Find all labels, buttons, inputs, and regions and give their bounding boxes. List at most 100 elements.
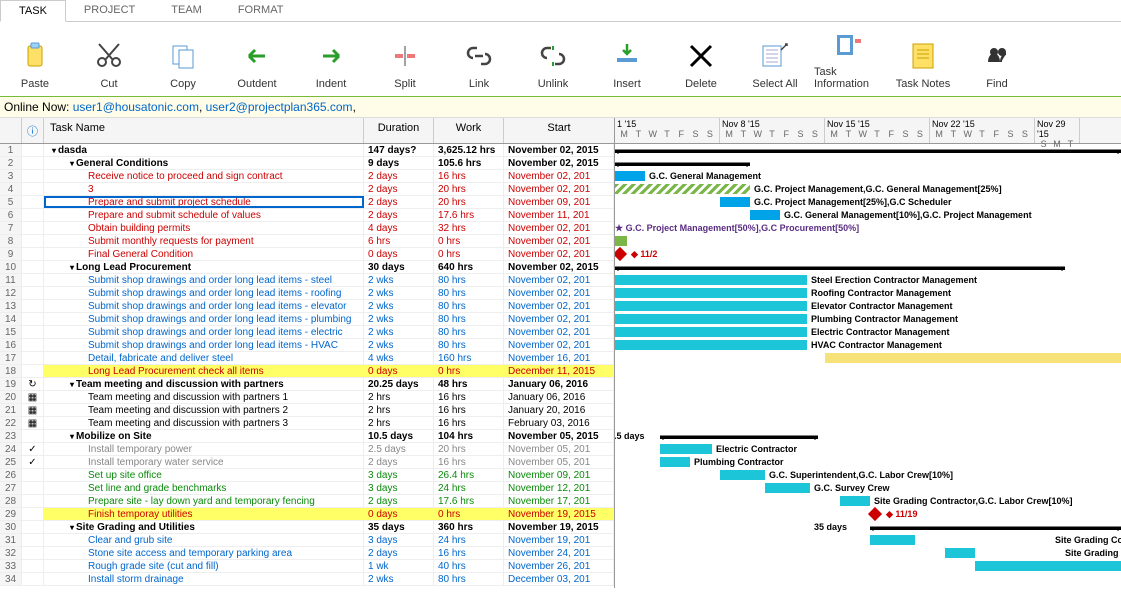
duration-cell[interactable]: 0 days [364, 365, 434, 377]
gantt-row[interactable]: G.C. Project Management,G.C. General Man… [615, 183, 1121, 196]
work-cell[interactable]: 160 hrs [434, 352, 504, 364]
task-name-cell[interactable]: Prepare and submit schedule of values [44, 209, 364, 221]
work-cell[interactable]: 0 hrs [434, 248, 504, 260]
task-name-cell[interactable]: Team meeting and discussion with partner… [44, 417, 364, 429]
start-cell[interactable]: February 03, 2016 [504, 417, 614, 429]
task-row[interactable]: 19↻▾Team meeting and discussion with par… [0, 378, 614, 391]
gantt-row[interactable]: G.C. Survey Crew [615, 482, 1121, 495]
duration-cell[interactable]: 2 wks [364, 339, 434, 351]
task-row[interactable]: 17Detail, fabricate and deliver steel4 w… [0, 352, 614, 365]
gantt-row[interactable]: G.C. Project Management[25%],G.C Schedul… [615, 196, 1121, 209]
gantt-summary-bar[interactable] [615, 264, 1065, 270]
start-cell[interactable]: November 02, 201 [504, 248, 614, 260]
task-name-cell[interactable]: ▾General Conditions [44, 157, 364, 169]
duration-cell[interactable]: 2 hrs [364, 404, 434, 416]
task-row[interactable]: 28Prepare site - lay down yard and tempo… [0, 495, 614, 508]
indent-button[interactable]: Indent [296, 28, 366, 90]
gantt-bar[interactable] [615, 171, 645, 181]
row-number[interactable]: 19 [0, 378, 22, 390]
row-number[interactable]: 32 [0, 547, 22, 559]
start-cell[interactable]: November 19, 201 [504, 534, 614, 546]
task-name-cell[interactable]: Rough grade site (cut and fill) [44, 560, 364, 572]
row-number[interactable]: 2 [0, 157, 22, 169]
task-row[interactable]: 33Rough grade site (cut and fill)1 wk40 … [0, 560, 614, 573]
gantt-bar[interactable] [615, 288, 807, 298]
start-cell[interactable]: November 02, 201 [504, 326, 614, 338]
duration-cell[interactable]: 2 days [364, 495, 434, 507]
start-cell[interactable]: November 02, 201 [504, 339, 614, 351]
duration-cell[interactable]: 2 days [364, 196, 434, 208]
gantt-row[interactable]: Site Grading Contractor [615, 534, 1121, 547]
task-name-cell[interactable]: Final General Condition [44, 248, 364, 260]
task-name-cell[interactable]: 3 [44, 183, 364, 195]
duration-cell[interactable]: 2 days [364, 456, 434, 468]
work-cell[interactable]: 17.6 hrs [434, 495, 504, 507]
gantt-row[interactable]: Site Grading Contractor,G.C. Labor Crew[… [615, 495, 1121, 508]
task-row[interactable]: 12Submit shop drawings and order long le… [0, 287, 614, 300]
start-cell[interactable]: November 12, 201 [504, 482, 614, 494]
gantt-bar[interactable] [615, 314, 807, 324]
task-row[interactable]: 31Clear and grub site3 days24 hrsNovembe… [0, 534, 614, 547]
work-cell[interactable]: 80 hrs [434, 313, 504, 325]
duration-cell[interactable]: 2 wks [364, 326, 434, 338]
gantt-bar[interactable] [615, 275, 807, 285]
work-cell[interactable]: 16 hrs [434, 547, 504, 559]
gantt-row[interactable]: 35 days [615, 521, 1121, 534]
work-cell[interactable]: 0 hrs [434, 365, 504, 377]
col-duration[interactable]: Duration [364, 118, 434, 143]
task-name-cell[interactable]: Team meeting and discussion with partner… [44, 404, 364, 416]
start-cell[interactable]: November 11, 201 [504, 209, 614, 221]
tab-task[interactable]: TASK [0, 0, 66, 22]
start-cell[interactable]: November 02, 201 [504, 274, 614, 286]
duration-cell[interactable]: 4 days [364, 222, 434, 234]
gantt-bar[interactable] [615, 327, 807, 337]
row-number[interactable]: 25 [0, 456, 22, 468]
gantt-bar[interactable] [945, 548, 975, 558]
task-row[interactable]: 13Submit shop drawings and order long le… [0, 300, 614, 313]
work-cell[interactable]: 3,625.12 hrs [434, 144, 504, 156]
gantt-milestone[interactable] [615, 247, 627, 261]
cut-button[interactable]: Cut [74, 28, 144, 90]
task-row[interactable]: 2▾General Conditions9 days105.6 hrsNovem… [0, 157, 614, 170]
task-name-cell[interactable]: Finish temporay utilities [44, 508, 364, 520]
gantt-row[interactable]: G.C. General Management[10%],G.C. Projec… [615, 209, 1121, 222]
duration-cell[interactable]: 3 days [364, 469, 434, 481]
task-name-cell[interactable]: Install temporary power [44, 443, 364, 455]
gantt-row[interactable] [615, 417, 1121, 430]
duration-cell[interactable]: 0 days [364, 508, 434, 520]
row-number[interactable]: 24 [0, 443, 22, 455]
start-cell[interactable]: December 03, 201 [504, 573, 614, 585]
gantt-row[interactable] [615, 144, 1121, 157]
task-name-cell[interactable]: ▾Team meeting and discussion with partne… [44, 378, 364, 390]
gantt-row[interactable]: Electric Contractor Management [615, 326, 1121, 339]
work-cell[interactable]: 360 hrs [434, 521, 504, 533]
delete-button[interactable]: Delete [666, 28, 736, 90]
work-cell[interactable]: 32 hrs [434, 222, 504, 234]
insert-button[interactable]: Insert [592, 28, 662, 90]
start-cell[interactable]: January 06, 2016 [504, 391, 614, 403]
duration-cell[interactable]: 2 days [364, 209, 434, 221]
task-name-cell[interactable]: Team meeting and discussion with partner… [44, 391, 364, 403]
row-number[interactable]: 27 [0, 482, 22, 494]
work-cell[interactable]: 80 hrs [434, 573, 504, 585]
duration-cell[interactable]: 2 wks [364, 573, 434, 585]
start-cell[interactable]: November 19, 2015 [504, 508, 614, 520]
gantt-summary-bar[interactable] [660, 433, 818, 439]
work-cell[interactable]: 105.6 hrs [434, 157, 504, 169]
task-name-cell[interactable]: Detail, fabricate and deliver steel [44, 352, 364, 364]
task-name-cell[interactable]: Prepare site - lay down yard and tempora… [44, 495, 364, 507]
work-cell[interactable]: 80 hrs [434, 300, 504, 312]
col-info[interactable]: ⓘ [22, 118, 44, 143]
row-number[interactable]: 15 [0, 326, 22, 338]
row-number[interactable]: 12 [0, 287, 22, 299]
task-name-cell[interactable]: Submit shop drawings and order long lead… [44, 274, 364, 286]
task-name-cell[interactable]: Submit shop drawings and order long lead… [44, 326, 364, 338]
start-cell[interactable]: December 11, 2015 [504, 365, 614, 377]
start-cell[interactable]: November 02, 2015 [504, 144, 614, 156]
work-cell[interactable]: 16 hrs [434, 417, 504, 429]
gantt-row[interactable] [615, 391, 1121, 404]
duration-cell[interactable]: 2 days [364, 183, 434, 195]
duration-cell[interactable]: 6 hrs [364, 235, 434, 247]
start-cell[interactable]: November 05, 2015 [504, 430, 614, 442]
gantt-bar[interactable] [720, 470, 765, 480]
